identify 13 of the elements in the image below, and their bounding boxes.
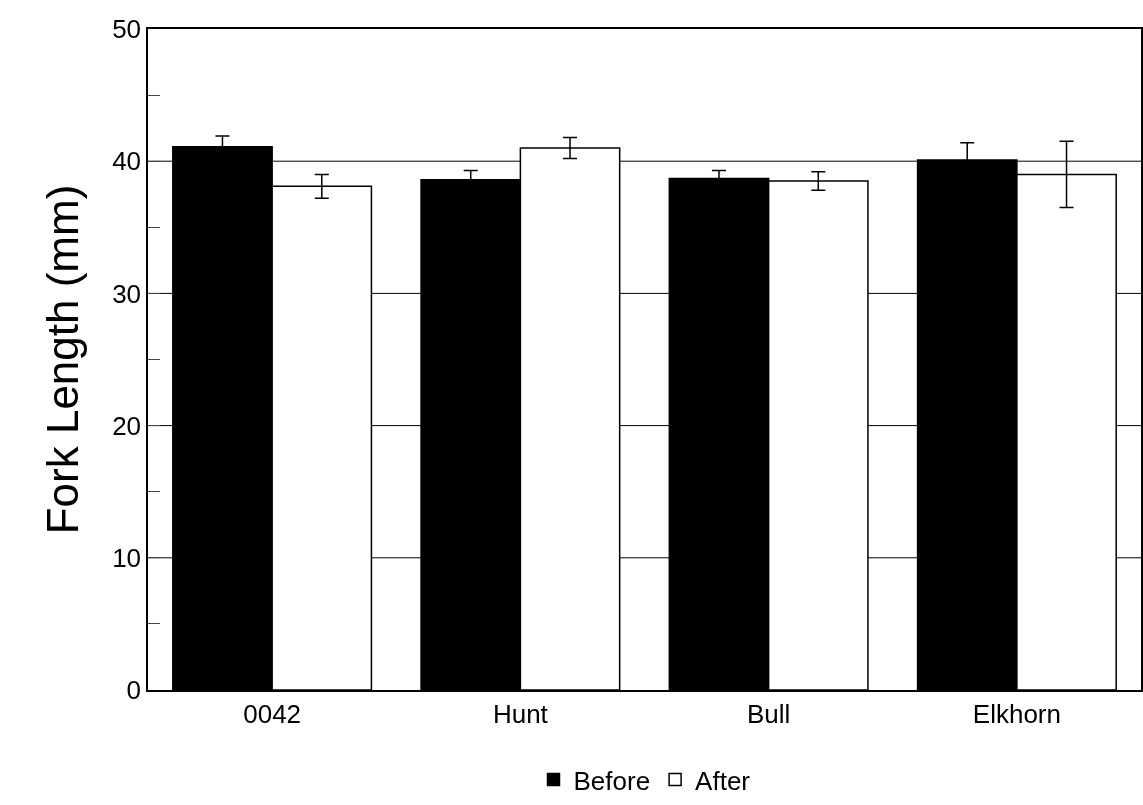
y-tick-label: 20 xyxy=(112,410,142,441)
x-tick-label: Elkhorn xyxy=(972,698,1061,729)
x-tick-label: Bull xyxy=(746,698,791,729)
y-tick-label: 0 xyxy=(126,675,142,706)
y-tick-label: 50 xyxy=(112,14,142,45)
legend-label: Before xyxy=(573,765,651,796)
legend-label: After xyxy=(695,765,751,796)
x-tick-label: 0042 xyxy=(243,698,302,729)
y-tick-label: 30 xyxy=(112,278,142,309)
y-tick-label: 10 xyxy=(112,542,142,573)
y-tick-label: 40 xyxy=(112,146,142,177)
y-axis-title: Fork Length (mm) xyxy=(37,184,87,535)
x-tick-label: Hunt xyxy=(492,698,549,729)
